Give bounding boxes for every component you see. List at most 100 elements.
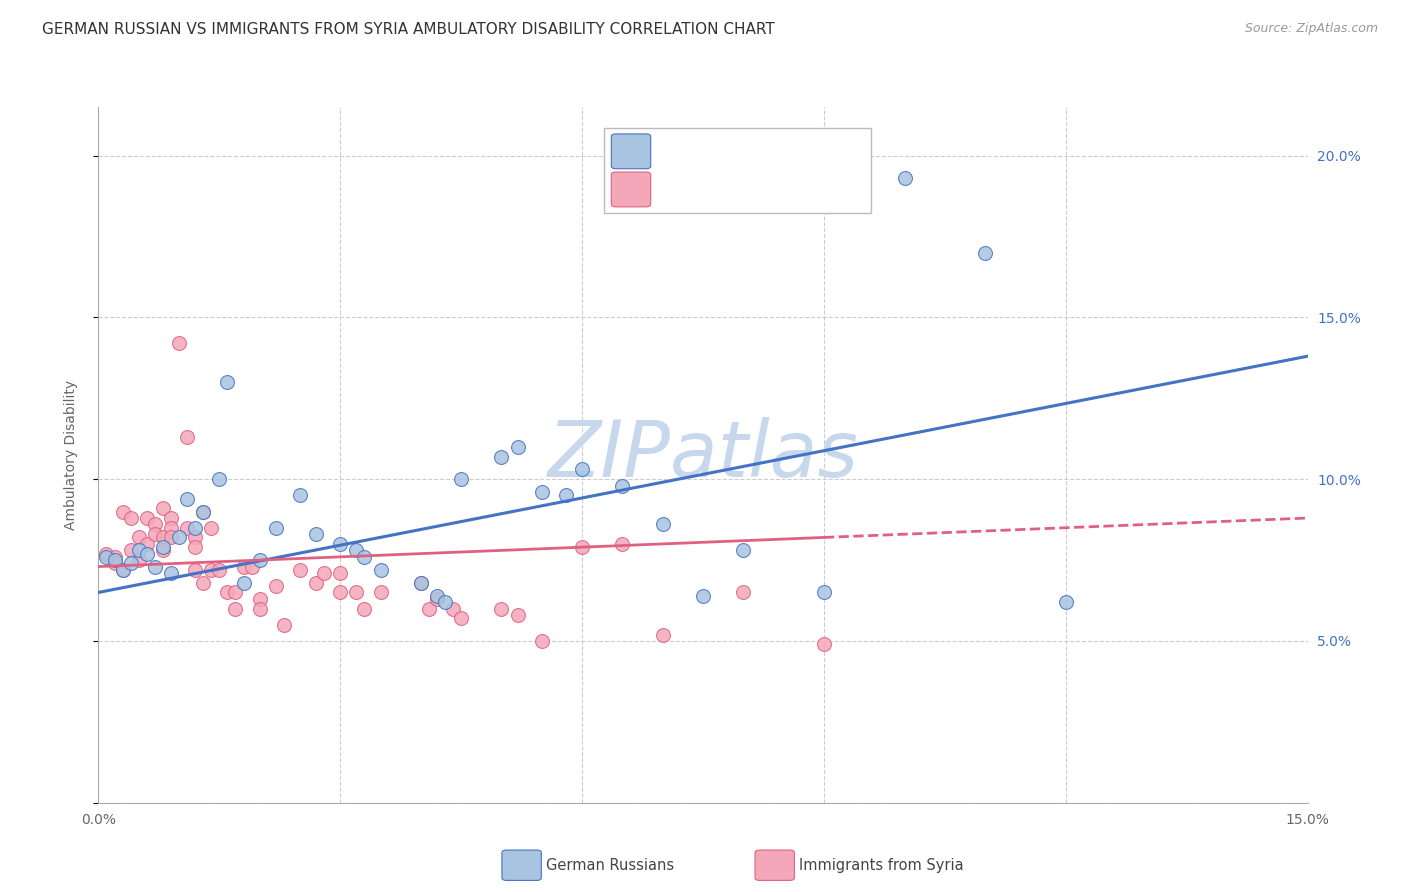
Point: [506, 440, 529, 454]
Point: [450, 611, 472, 625]
Point: [200, 521, 222, 535]
Point: [224, 601, 246, 615]
Point: [353, 549, 375, 564]
Point: [409, 575, 432, 590]
Point: [193, 504, 215, 518]
Point: [418, 601, 440, 615]
Point: [184, 531, 207, 545]
Point: [353, 601, 375, 615]
Point: [135, 537, 157, 551]
Point: [208, 472, 231, 486]
Point: [249, 601, 271, 615]
Point: [530, 634, 553, 648]
Point: [176, 491, 198, 506]
Point: [103, 557, 125, 571]
Point: [193, 575, 215, 590]
Point: [893, 171, 915, 186]
Point: [974, 245, 997, 260]
Point: [813, 585, 835, 599]
Point: [344, 585, 367, 599]
Point: [370, 585, 392, 599]
Point: [167, 336, 190, 351]
Point: [314, 566, 336, 580]
Point: [434, 595, 457, 609]
Point: [103, 553, 125, 567]
Point: [651, 627, 673, 641]
Point: [135, 511, 157, 525]
Point: [111, 563, 134, 577]
Point: [240, 559, 263, 574]
Point: [120, 511, 142, 525]
Point: [208, 563, 231, 577]
Point: [288, 563, 311, 577]
Point: [103, 549, 125, 564]
Point: [193, 504, 215, 518]
Point: [160, 511, 183, 525]
Point: [264, 521, 287, 535]
Point: [329, 537, 352, 551]
Point: [143, 527, 166, 541]
Point: [329, 566, 352, 580]
Point: [491, 450, 513, 464]
Point: [426, 591, 449, 606]
Point: [160, 531, 183, 545]
Point: [329, 585, 352, 599]
Point: [152, 540, 174, 554]
Text: ZIPatlas: ZIPatlas: [547, 417, 859, 493]
Point: [273, 617, 295, 632]
Point: [217, 375, 239, 389]
Point: [176, 430, 198, 444]
Point: [128, 553, 150, 567]
Point: [224, 585, 246, 599]
Y-axis label: Ambulatory Disability: Ambulatory Disability: [63, 380, 77, 530]
Point: [232, 575, 254, 590]
Point: [450, 472, 472, 486]
Point: [111, 504, 134, 518]
Point: [217, 585, 239, 599]
Text: German Russians: German Russians: [546, 858, 673, 872]
Point: [441, 601, 464, 615]
Point: [128, 531, 150, 545]
Point: [120, 543, 142, 558]
Point: [733, 543, 755, 558]
Point: [426, 589, 449, 603]
Point: [651, 517, 673, 532]
Point: [152, 501, 174, 516]
Point: [1054, 595, 1077, 609]
Point: [305, 527, 328, 541]
Text: GERMAN RUSSIAN VS IMMIGRANTS FROM SYRIA AMBULATORY DISABILITY CORRELATION CHART: GERMAN RUSSIAN VS IMMIGRANTS FROM SYRIA …: [42, 22, 775, 37]
Point: [184, 521, 207, 535]
Text: Immigrants from Syria: Immigrants from Syria: [799, 858, 963, 872]
Text: R = 0.395   N =  41: R = 0.395 N = 41: [658, 144, 807, 159]
Point: [96, 547, 118, 561]
Point: [813, 637, 835, 651]
Point: [344, 543, 367, 558]
Point: [176, 521, 198, 535]
Point: [571, 462, 593, 476]
Point: [409, 575, 432, 590]
Point: [135, 547, 157, 561]
Point: [612, 478, 634, 492]
Point: [249, 591, 271, 606]
Point: [491, 601, 513, 615]
Point: [128, 543, 150, 558]
Point: [184, 563, 207, 577]
Text: Source: ZipAtlas.com: Source: ZipAtlas.com: [1244, 22, 1378, 36]
Point: [167, 531, 190, 545]
Point: [555, 488, 578, 502]
Point: [733, 585, 755, 599]
Point: [249, 553, 271, 567]
Point: [288, 488, 311, 502]
Point: [612, 537, 634, 551]
Point: [506, 608, 529, 623]
Point: [370, 563, 392, 577]
Point: [120, 557, 142, 571]
Point: [184, 540, 207, 554]
Point: [160, 521, 183, 535]
Point: [305, 575, 328, 590]
Point: [571, 540, 593, 554]
Point: [160, 566, 183, 580]
Point: [264, 579, 287, 593]
Point: [143, 559, 166, 574]
Point: [96, 549, 118, 564]
